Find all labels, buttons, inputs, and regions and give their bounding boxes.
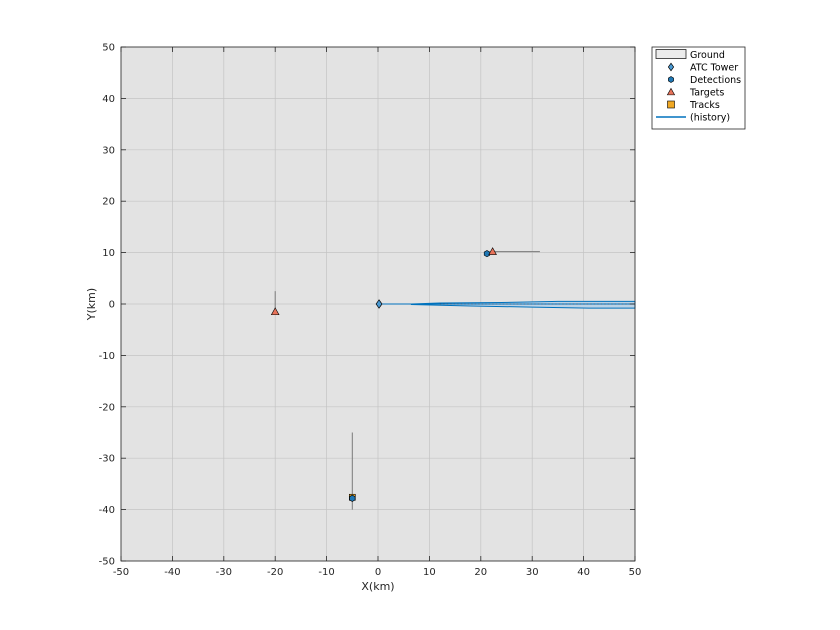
legend-label: (history): [690, 113, 730, 124]
y-axis-label: Y(km): [85, 288, 98, 321]
tower-diamond-icon: [667, 62, 675, 72]
legend-label: Targets: [689, 88, 724, 99]
y-tick-label: -20: [99, 402, 115, 413]
x-tick-label: 20: [474, 567, 487, 578]
x-tick-label: -30: [216, 567, 232, 578]
legend-label: Tracks: [689, 100, 720, 111]
x-tick-label: 10: [423, 567, 436, 578]
atc-tower-marker: [375, 299, 383, 309]
x-axis-label: X(km): [361, 580, 394, 593]
ground-rect-icon: [655, 49, 687, 59]
x-tick-label: -40: [164, 567, 180, 578]
x-tick-label: 0: [375, 567, 381, 578]
target-triangle-icon: [666, 87, 676, 96]
detection-hexagon-icon: [668, 76, 674, 83]
tick-marks: [120, 46, 636, 562]
target-marker: [270, 307, 280, 316]
y-tick-label: -10: [99, 351, 115, 362]
y-tick-labels: -50 -40 -30 -20 -10 0 10 20 30 40 50: [99, 43, 115, 568]
x-tick-labels: -50 -40 -30 -20 -10 0 10 20 30 40 50: [113, 567, 642, 578]
x-tick-label: 30: [526, 567, 539, 578]
y-tick-label: -30: [99, 454, 115, 465]
y-tick-label: 50: [102, 43, 115, 54]
legend-box: [651, 46, 746, 130]
y-tick-label: 10: [102, 248, 115, 259]
y-tick-label: 0: [109, 300, 115, 311]
x-tick-label: 50: [629, 567, 642, 578]
y-tick-label: -50: [99, 557, 115, 568]
y-tick-label: 40: [102, 94, 115, 105]
legend-label: ATC Tower: [690, 63, 738, 74]
y-tick-label: 30: [102, 145, 115, 156]
x-tick-label: -50: [113, 567, 129, 578]
x-tick-label: -20: [267, 567, 283, 578]
x-tick-label: -10: [318, 567, 334, 578]
target-marker: [488, 247, 497, 255]
detection-marker: [483, 250, 491, 258]
x-tick-label: 40: [577, 567, 590, 578]
detection-marker: [349, 494, 356, 502]
y-tick-label: -40: [99, 505, 115, 516]
legend-label: Ground: [690, 50, 725, 61]
track-square-icon: [667, 100, 675, 109]
y-tick-label: 20: [102, 197, 115, 208]
legend-label: Detections: [690, 75, 741, 86]
